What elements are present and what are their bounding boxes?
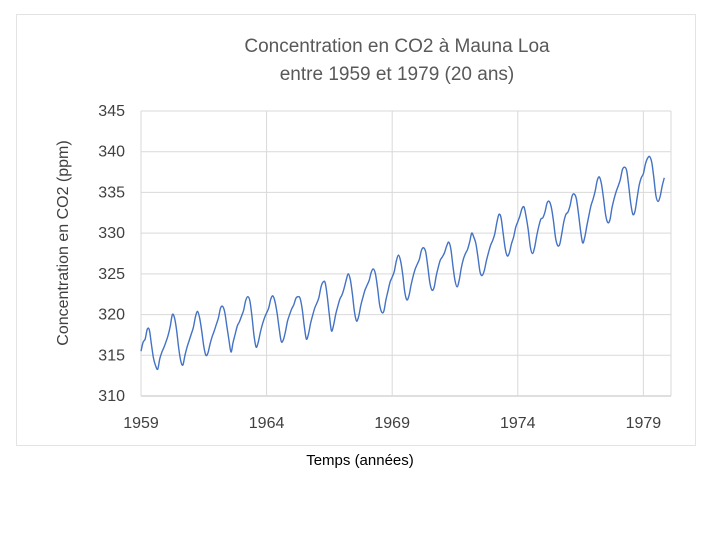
y-tick-label: 315 [98,347,125,364]
y-tick-label: 345 [98,103,125,120]
y-tick-label: 340 [98,144,125,161]
y-tick-label: 335 [98,184,125,201]
y-tick-label: 325 [98,266,125,283]
y-tick-label: 320 [98,307,125,324]
x-axis-label: Temps (années) [306,452,414,469]
x-tick-label: 1974 [500,415,536,432]
x-tick-label: 1964 [249,415,285,432]
chart-title-line-1: Concentration en CO2 à Mauna Loa [244,36,550,57]
series-line [140,155,665,371]
x-tick-label: 1959 [123,415,159,432]
co2-line-chart: 310 315 320 325 330 335 340 345 1959 1964 1969 197… [55,36,672,432]
x-tick-label: 1979 [626,415,662,432]
x-tick-labels: 1959 1964 1969 1974 1979 [123,415,661,432]
chart-title-line-2: entre 1959 et 1979 (20 ans) [280,64,515,85]
x-tick-label: 1969 [374,415,410,432]
grid [140,110,672,397]
y-tick-label: 310 [98,388,125,405]
y-tick-labels: 310 315 320 325 330 335 340 345 [98,103,125,405]
y-tick-label: 330 [98,225,125,242]
chart-frame: 310 315 320 325 330 335 340 345 1959 1964 1969 197… [16,14,696,446]
y-axis-label: Concentration en CO2 (ppm) [55,140,72,345]
